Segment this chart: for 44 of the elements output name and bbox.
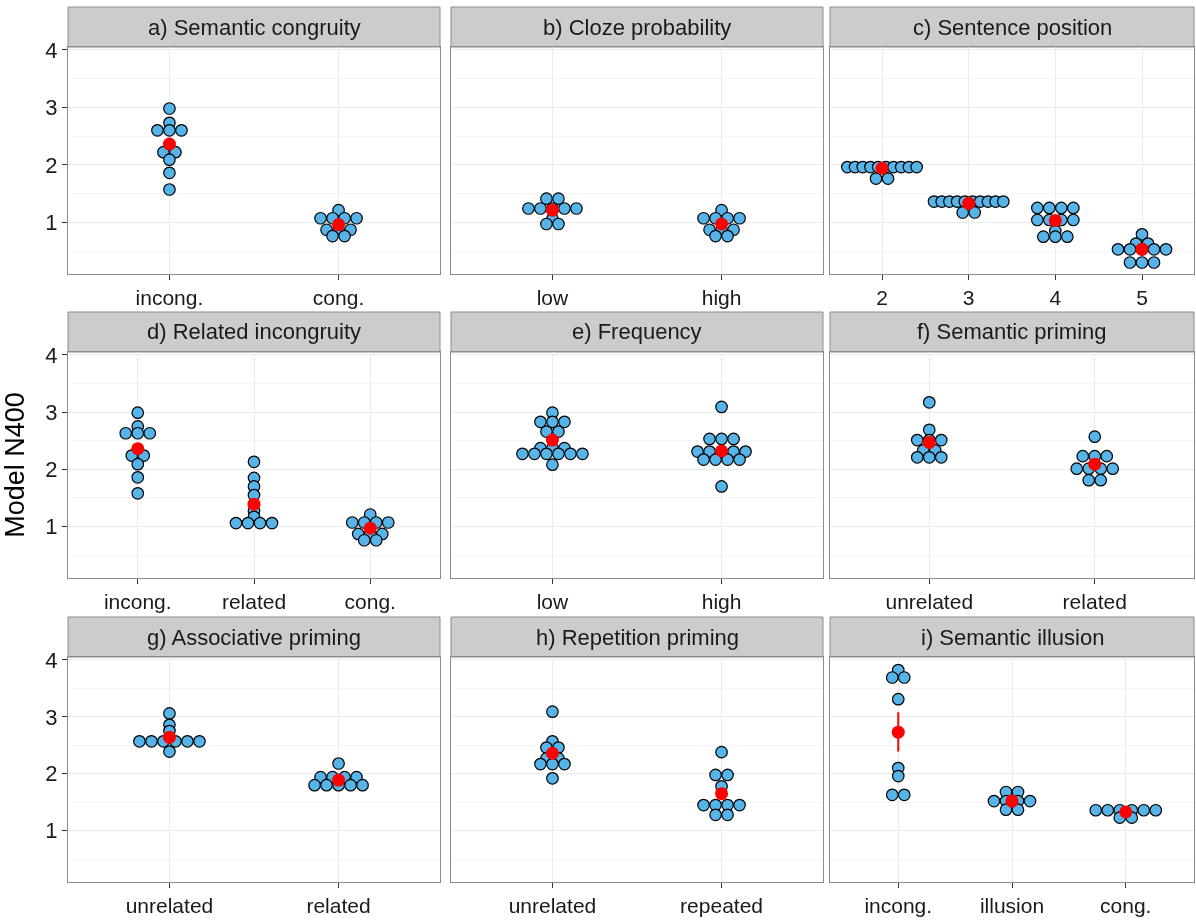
x-tick-label: cong.	[312, 286, 365, 310]
x-tick-label: related	[1062, 590, 1127, 614]
x-tick-label: 4	[1049, 286, 1062, 310]
y-tick-label: 4	[45, 37, 58, 63]
x-tick-label: incong.	[103, 590, 172, 614]
y-tick-label: 2	[45, 152, 58, 178]
x-tick-label: 5	[1136, 286, 1148, 310]
chart-title: d) Related incongruity	[147, 319, 362, 344]
y-axis-title: Model N400	[0, 392, 31, 538]
y-tick-label: 2	[45, 456, 58, 482]
x-tick-label: low	[536, 590, 570, 614]
x-tick-label: unrelated	[885, 590, 974, 614]
y-tick-label: 1	[45, 514, 58, 540]
x-tick-label: cong.	[344, 590, 396, 614]
y-tick-label: 4	[45, 342, 58, 368]
x-tick-label: illusion	[979, 894, 1045, 918]
chart-title: e) Frequency	[572, 319, 702, 344]
x-tick-label: unrelated	[125, 894, 214, 918]
y-tick-label: 3	[45, 704, 58, 730]
x-tick-label: low	[536, 286, 570, 310]
chart-title: g) Associative priming	[147, 625, 361, 650]
y-tick-label: 3	[45, 95, 58, 121]
x-tick-label: related	[306, 894, 371, 918]
x-tick-label: high	[701, 286, 742, 310]
x-tick-label: high	[701, 590, 742, 614]
x-tick-label: cong.	[1100, 894, 1152, 918]
chart-title: c) Sentence position	[913, 15, 1113, 40]
y-tick-label: 4	[45, 647, 58, 673]
chart-title: h) Repetition priming	[536, 625, 739, 650]
chart-title: b) Cloze probability	[543, 15, 732, 40]
x-tick-label: incong.	[864, 894, 933, 918]
x-tick-label: incong.	[135, 286, 204, 310]
y-tick-label: 1	[45, 209, 58, 235]
x-tick-label: 3	[962, 286, 975, 310]
chart-title: a) Semantic congruity	[148, 15, 361, 40]
y-tick-label: 2	[45, 761, 58, 787]
y-tick-label: 3	[45, 399, 58, 425]
x-tick-label: unrelated	[508, 894, 597, 918]
chart-title: f) Semantic priming	[917, 319, 1107, 344]
y-tick-label: 1	[45, 818, 58, 844]
x-tick-label: repeated	[680, 894, 763, 918]
x-tick-label: 2	[876, 286, 888, 310]
chart-title: i) Semantic illusion	[921, 625, 1105, 650]
x-tick-label: related	[221, 590, 287, 614]
